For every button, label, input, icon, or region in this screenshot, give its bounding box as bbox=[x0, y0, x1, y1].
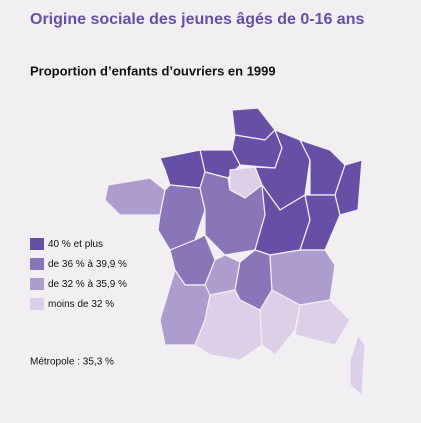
note: Métropole : 35,3 % bbox=[30, 357, 114, 368]
legend-label: de 36 % à 39,9 % bbox=[48, 259, 127, 270]
subtitle: Proportion d’enfants d’ouvriers en 1999 bbox=[30, 63, 276, 78]
legend-swatch bbox=[30, 278, 44, 290]
legend-swatch bbox=[30, 298, 44, 310]
region bbox=[104, 177, 166, 216]
region bbox=[349, 334, 366, 396]
france-map bbox=[104, 107, 366, 396]
legend-label: de 32 % à 35,9 % bbox=[48, 279, 127, 290]
legend-swatch bbox=[30, 258, 44, 270]
title: Origine sociale des jeunes âgés de 0-16 … bbox=[30, 11, 364, 28]
region bbox=[294, 299, 351, 346]
region bbox=[334, 159, 363, 216]
region bbox=[159, 149, 206, 189]
legend-label: moins de 32 % bbox=[48, 299, 114, 310]
legend-swatch bbox=[30, 238, 44, 250]
region bbox=[259, 289, 301, 356]
legend-label: 40 % et plus bbox=[48, 239, 103, 250]
legend: 40 % et plus de 36 % à 39,9 % de 32 % à 35… bbox=[30, 238, 127, 310]
